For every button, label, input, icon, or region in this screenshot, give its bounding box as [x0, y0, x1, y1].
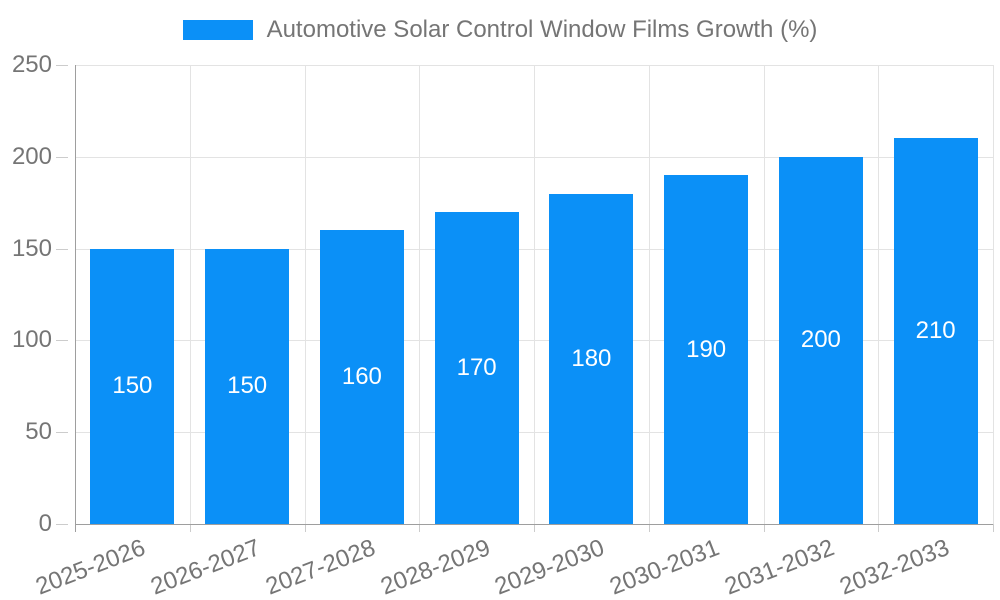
x-tick-mark — [878, 524, 880, 532]
x-tick-mark — [304, 524, 306, 532]
x-tick-mark — [993, 524, 994, 532]
y-tick-mark — [56, 524, 68, 525]
bar[interactable] — [90, 248, 175, 524]
y-axis-tick-label: 0 — [38, 510, 52, 537]
legend-label: Automotive Solar Control Window Films Gr… — [266, 16, 818, 43]
x-gridline — [648, 65, 650, 524]
y-axis-tick-label: 50 — [25, 418, 52, 446]
bar-value-label: 150 — [227, 372, 268, 400]
y-tick-mark — [56, 340, 68, 342]
y-axis-tick-label: 100 — [11, 326, 52, 354]
bar[interactable] — [205, 248, 290, 524]
y-tick-mark — [56, 156, 68, 158]
x-tick-mark — [189, 524, 191, 532]
x-gridline — [993, 65, 994, 524]
bar-value-label: 150 — [112, 372, 153, 400]
bar-value-label: 200 — [800, 326, 841, 354]
y-tick-mark — [56, 432, 68, 434]
x-tick-mark — [534, 524, 535, 532]
bar-value-label: 180 — [571, 344, 612, 372]
y-tick-mark — [56, 248, 68, 250]
y-axis-tick-label: 150 — [11, 234, 52, 262]
legend[interactable]: Automotive Solar Control Window Films Gr… — [0, 16, 1000, 45]
bar[interactable] — [319, 230, 404, 524]
x-tick-mark — [419, 524, 421, 532]
x-tick-mark — [648, 524, 650, 532]
x-axis-line — [75, 524, 993, 525]
bar[interactable] — [778, 156, 863, 524]
x-gridline — [419, 65, 421, 524]
x-gridline — [763, 65, 765, 524]
x-gridline — [534, 65, 535, 524]
bar[interactable] — [434, 211, 519, 524]
x-tick-mark — [763, 524, 765, 532]
y-axis-tick-label: 250 — [11, 51, 52, 78]
y-axis-line — [75, 65, 76, 532]
bar-value-label: 190 — [686, 335, 727, 363]
legend-swatch — [182, 20, 253, 41]
bar[interactable] — [664, 175, 749, 524]
x-gridline — [189, 65, 191, 524]
bar[interactable] — [893, 138, 978, 524]
y-tick-mark — [56, 65, 68, 66]
bar[interactable] — [549, 193, 634, 524]
bar-value-label: 160 — [341, 363, 382, 391]
y-axis-tick-label: 200 — [11, 142, 52, 170]
x-gridline — [878, 65, 880, 524]
bar-value-label: 210 — [915, 317, 956, 345]
x-gridline — [304, 65, 306, 524]
bar-value-label: 170 — [456, 353, 497, 381]
